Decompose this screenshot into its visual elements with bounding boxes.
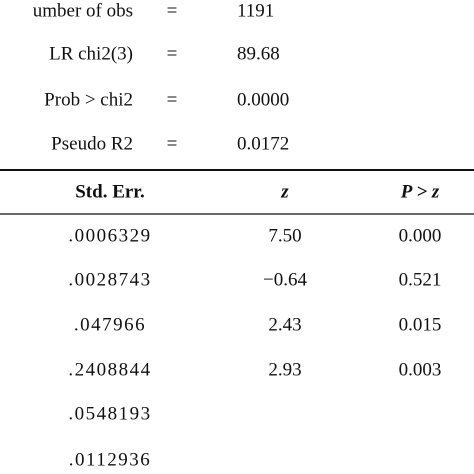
summary-value: 1191	[237, 0, 274, 21]
summary-sign: =	[167, 43, 178, 64]
summary-value: 0.0000	[237, 89, 289, 110]
summary-sign: =	[167, 133, 178, 154]
table-cell: 0.003	[399, 359, 442, 380]
column-header: z	[280, 181, 289, 202]
summary-value: 0.0172	[237, 133, 289, 154]
table-cell: 0.015	[399, 314, 442, 335]
table-cell: −0.64	[263, 269, 307, 290]
table-cell: 2.93	[268, 359, 301, 380]
table-cell: 7.50	[268, 225, 301, 246]
summary-label: LR chi2(3)	[49, 43, 133, 64]
summary-label: umber of obs	[33, 0, 133, 21]
table-cell: .0548193	[68, 403, 151, 424]
table-cell: .047966	[74, 314, 146, 335]
summary-value: 89.68	[237, 43, 280, 64]
summary-label: Pseudo R2	[51, 133, 133, 154]
column-header: Std. Err.	[75, 181, 145, 202]
table-cell: .0028743	[68, 269, 151, 290]
table-cell: 2.43	[268, 314, 301, 335]
table-cell: .0112936	[69, 449, 152, 470]
column-header: P > z	[400, 181, 440, 202]
table-cell: 0.521	[399, 269, 442, 290]
summary-sign: =	[167, 0, 178, 21]
table-cell: 0.000	[399, 225, 442, 246]
summary-label: Prob > chi2	[44, 89, 133, 110]
table-cell: .0006329	[68, 225, 151, 246]
summary-sign: =	[167, 89, 178, 110]
table-cell: .2408844	[68, 359, 151, 380]
